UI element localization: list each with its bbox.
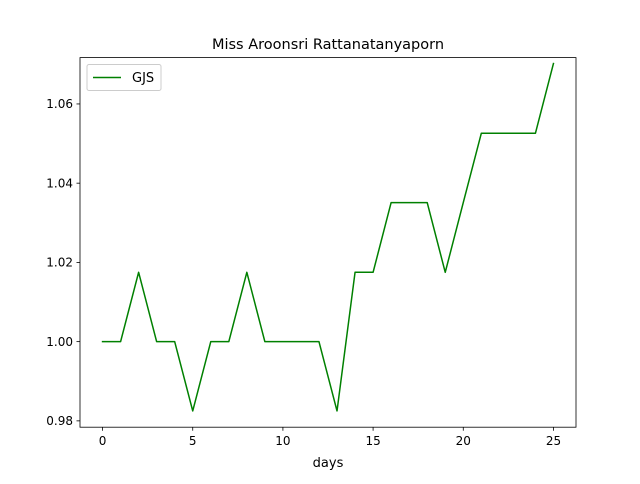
legend-box bbox=[86, 64, 162, 91]
chart-title: Miss Aroonsri Rattanatanyaporn bbox=[212, 37, 444, 53]
y-axis-ticks: 0.98 1.00 1.02 1.04 1.06 bbox=[46, 97, 80, 428]
y-tick-label: 1.02 bbox=[46, 256, 73, 270]
y-tick-label: 0.98 bbox=[46, 414, 73, 428]
x-tick-label: 0 bbox=[99, 434, 107, 448]
y-tick-label: 1.04 bbox=[46, 176, 73, 190]
y-tick-label: 1.06 bbox=[46, 97, 73, 111]
plot-area bbox=[80, 57, 576, 428]
series-layer bbox=[101, 62, 555, 412]
x-tick-label: 25 bbox=[546, 434, 561, 448]
legend: GJS bbox=[86, 64, 162, 91]
x-axis-ticks: 0 5 10 15 20 25 bbox=[99, 427, 561, 448]
x-axis-label: days bbox=[313, 456, 344, 471]
x-tick-label: 5 bbox=[189, 434, 197, 448]
plot-frame bbox=[79, 57, 577, 428]
x-tick-label: 10 bbox=[275, 434, 290, 448]
x-tick-label: 15 bbox=[365, 434, 380, 448]
x-tick-label: 20 bbox=[456, 434, 471, 448]
legend-label: GJS bbox=[132, 71, 154, 86]
y-tick-label: 1.00 bbox=[46, 335, 73, 349]
series-line bbox=[101, 62, 555, 412]
